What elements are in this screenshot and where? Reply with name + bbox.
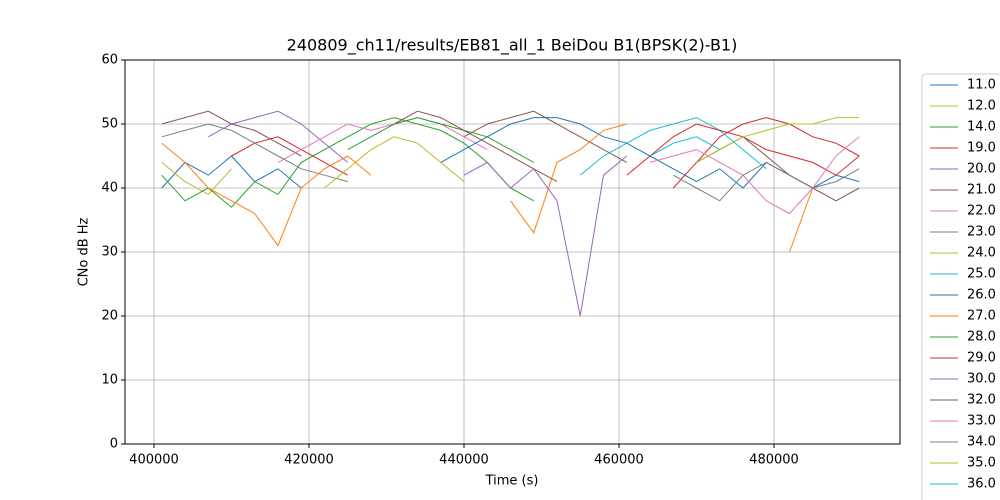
series-line [161,123,814,253]
y-tick-label: 20 [101,309,118,324]
legend-label: 19.0 [967,141,996,156]
legend-label: 21.0 [967,183,996,198]
series-line [161,155,860,189]
legend-label: 27.0 [967,309,996,324]
chart-title: 240809_ch11/results/EB81_all_1 BeiDou B1… [287,36,738,56]
legend-label: 36.0 [967,477,996,492]
series-line [347,117,534,163]
series-line [649,136,720,157]
legend-label: 33.0 [967,414,996,429]
legend-label: 28.0 [967,330,996,345]
series-line [579,117,767,176]
plot-frame [124,59,901,445]
legend-label: 14.0 [967,120,996,135]
series-line [440,117,697,183]
series-line [696,117,860,163]
legend-label: 25.0 [967,267,996,282]
x-tick-label: 400000 [129,453,179,468]
x-tick-label: 440000 [439,453,489,468]
legend-label: 29.0 [967,351,996,366]
legend-label: 24.0 [967,246,996,261]
x-tick-label: 420000 [284,453,334,468]
series-line [161,117,534,208]
x-tick-label: 460000 [594,453,644,468]
y-tick-label: 40 [101,181,118,196]
y-axis-label: CNo dB Hz [77,217,92,286]
series-line [161,162,232,196]
series-line [161,123,348,183]
x-axis-label: Time (s) [485,474,539,489]
legend-label: 22.0 [967,204,996,219]
series-line [231,117,860,189]
y-tick-label: 50 [101,117,118,132]
series-line [277,117,488,163]
series-line [324,136,465,189]
series-line [673,161,860,202]
legend-label: 32.0 [967,393,996,408]
legend-label: 30.0 [967,372,996,387]
legend-box [921,73,1000,500]
legend-label: 20.0 [967,162,996,177]
y-tick-label: 60 [101,53,118,68]
y-tick-label: 10 [101,373,118,388]
legend-label: 11.0 [967,78,996,93]
series-line [649,136,860,215]
legend-label: 34.0 [967,435,996,450]
x-tick-label: 480000 [749,453,799,468]
y-tick-label: 0 [110,437,118,452]
series-line [463,155,628,317]
legend-label: 12.0 [967,99,996,114]
y-tick-label: 30 [101,245,118,260]
legend-label: 26.0 [967,288,996,303]
legend-label: 23.0 [967,225,996,240]
legend-label: 35.0 [967,456,996,471]
